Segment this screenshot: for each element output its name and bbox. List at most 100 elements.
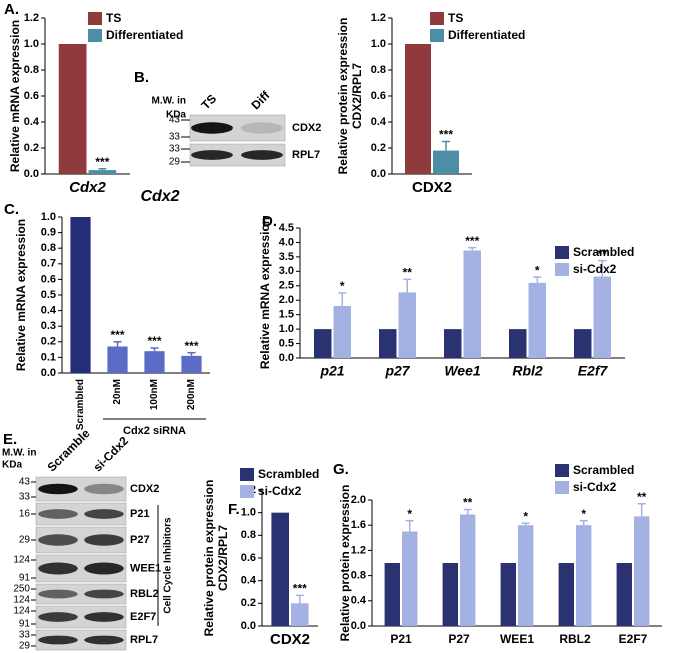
- legend-swatch: [240, 468, 254, 481]
- bar: [444, 329, 462, 358]
- blot-band: [241, 122, 283, 134]
- y-tick-label: 0.2: [41, 336, 56, 348]
- significance: *: [523, 509, 528, 523]
- y-tick-label: 0.0: [41, 367, 56, 379]
- blot-band: [191, 122, 233, 134]
- blot-band: [38, 509, 78, 519]
- row-label: CDX2: [130, 483, 159, 495]
- error-bar: [468, 246, 477, 251]
- bar: [314, 329, 332, 358]
- y-tick-label: 0.3: [41, 320, 56, 332]
- row-label: CDX2: [292, 122, 321, 134]
- blot-band: [38, 483, 78, 495]
- error-bar: [521, 522, 530, 526]
- x-tick-label: WEE1: [500, 632, 534, 646]
- blot-band: [38, 534, 78, 546]
- significance: *: [581, 507, 586, 521]
- bar: [616, 563, 632, 626]
- x-tick-label: Scrambled: [75, 379, 86, 430]
- group-label: Cell Cycle Inhibitors: [163, 517, 174, 614]
- legend-swatch: [240, 485, 254, 498]
- y-tick-label: 0.0: [279, 352, 294, 364]
- row-label: P27: [130, 534, 150, 546]
- row-label: P21: [130, 508, 150, 520]
- significance: ***: [439, 128, 453, 142]
- y-tick-label: 1.2: [371, 12, 386, 24]
- significance: *: [407, 507, 412, 521]
- y-tick-label: 1.0: [371, 38, 386, 50]
- x-tick-label: RBL2: [559, 632, 591, 646]
- mw-marker: 43: [169, 115, 181, 126]
- mw-marker: 91: [19, 573, 31, 584]
- row-label: RPL7: [130, 634, 158, 646]
- error-bar: [98, 168, 107, 171]
- mw-marker: 29: [169, 157, 181, 168]
- y-axis-label: Relative mRNA expression: [8, 20, 22, 172]
- bar: [634, 516, 650, 626]
- significance: ***: [110, 328, 124, 342]
- legend-label: TS: [106, 11, 121, 25]
- x-tick-label: CDX2: [412, 179, 452, 196]
- y-tick-label: 0.7: [41, 258, 56, 270]
- error-bar: [598, 259, 607, 277]
- panel-label: C.: [4, 201, 19, 218]
- y-tick-label: 1.0: [279, 323, 294, 335]
- y-tick-label: 3.5: [279, 251, 294, 263]
- y-tick-label: 0.8: [41, 242, 56, 254]
- panel-label: D.: [262, 213, 277, 230]
- blot-band: [191, 150, 233, 160]
- bar: [574, 329, 592, 358]
- blot-band: [84, 534, 124, 546]
- legend-swatch: [555, 263, 569, 276]
- y-tick-label: 0.6: [41, 273, 56, 285]
- legend-label: TS: [448, 11, 463, 25]
- blot-band: [84, 483, 124, 495]
- error-bar: [295, 594, 304, 604]
- mw-marker: 16: [19, 509, 31, 520]
- y-axis-label: Relative mRNA expression: [14, 219, 28, 371]
- bar: [442, 563, 458, 626]
- x-tick-label: Cdx2: [69, 179, 106, 196]
- x-tick-label: p21: [319, 363, 344, 379]
- y-tick-label: 0.5: [279, 337, 294, 349]
- bar: [88, 170, 117, 174]
- significance: ***: [293, 582, 307, 596]
- blot-background: [35, 629, 127, 651]
- x-tick-label: 100nM: [149, 379, 160, 410]
- legend-label: si-Cdx2: [573, 262, 617, 276]
- lane-label: TS: [198, 92, 219, 113]
- lane-label: Scramble: [44, 426, 92, 474]
- legend-swatch: [88, 29, 102, 42]
- bar: [463, 250, 481, 358]
- y-tick-label: 0.0: [371, 168, 386, 180]
- bar: [518, 525, 534, 626]
- error-bar: [150, 347, 159, 352]
- blot-band: [84, 589, 124, 599]
- y-tick-label: 0.2: [371, 142, 386, 154]
- blot-band: [84, 635, 124, 645]
- error-bar: [113, 341, 122, 347]
- error-bar: [403, 278, 412, 293]
- bar: [58, 44, 87, 174]
- mw-label: KDa: [166, 110, 186, 121]
- y-tick-label: 4.0: [279, 236, 294, 248]
- blot-band: [84, 562, 124, 575]
- y-tick-label: 0.8: [24, 64, 39, 76]
- legend-label: Scrambled: [573, 245, 634, 259]
- legend-label: si-Cdx2: [258, 484, 302, 498]
- error-bar: [637, 503, 646, 517]
- bar: [333, 306, 351, 358]
- error-bar: [579, 520, 588, 526]
- bar: [384, 563, 400, 626]
- legend-label: Scrambled: [258, 467, 319, 481]
- bar: [576, 525, 592, 626]
- y-tick-label: 0.5: [41, 289, 56, 301]
- y-axis-label: CDX2/RPL7: [216, 525, 230, 591]
- x-tick-label: P27: [448, 632, 470, 646]
- significance: *: [340, 279, 345, 293]
- legend-label: Differentiated: [448, 28, 525, 42]
- x-tick-label: 20nM: [112, 379, 123, 405]
- y-tick-label: 0.8: [351, 570, 366, 582]
- y-tick-label: 0.0: [24, 168, 39, 180]
- y-tick-label: 2.5: [279, 280, 294, 292]
